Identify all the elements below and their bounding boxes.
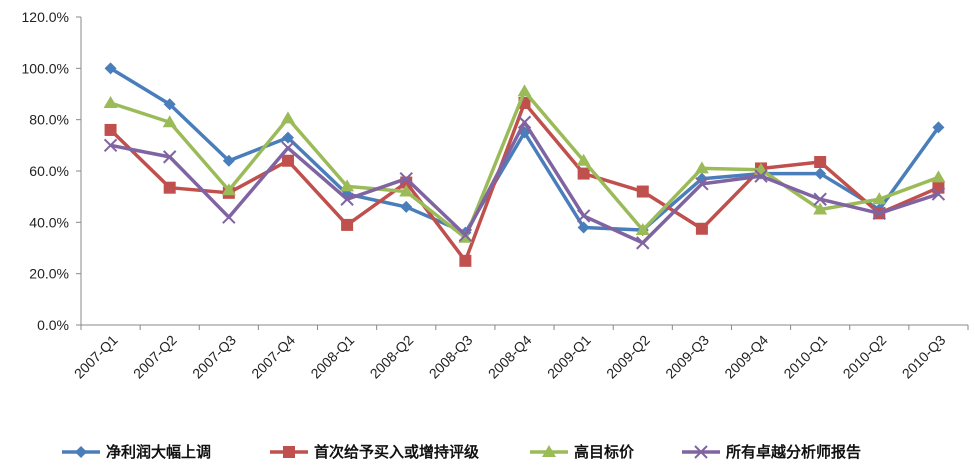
data-point <box>694 161 709 174</box>
y-tick-label: 0.0% <box>37 317 69 333</box>
x-tick-label: 2007-Q4 <box>248 332 298 382</box>
data-point <box>813 192 827 206</box>
data-point <box>104 62 117 75</box>
y-tick-label: 60.0% <box>29 163 69 179</box>
legend-item: 首次给予买入或增持评级 <box>270 443 480 461</box>
data-point <box>280 111 295 124</box>
data-point <box>221 183 236 196</box>
data-point <box>576 153 591 166</box>
x-tick-label: 2010-Q3 <box>899 332 949 382</box>
data-point <box>103 138 118 153</box>
data-point <box>577 167 590 180</box>
data-point <box>931 187 946 201</box>
data-point <box>932 121 945 134</box>
x-tick-label: 2010-Q2 <box>840 332 890 382</box>
legend-item: 高目标价 <box>530 443 635 461</box>
data-point <box>931 170 946 183</box>
data-point <box>340 192 354 206</box>
data-point <box>222 154 235 167</box>
x-tick-label: 2009-Q1 <box>544 332 594 382</box>
y-tick-label: 120.0% <box>22 9 69 25</box>
x-tick-label: 2007-Q1 <box>71 332 121 382</box>
data-point <box>281 131 294 144</box>
legend: 净利润大幅上调 首次给予买入或增持评级 高目标价 所有卓越分析师报告 <box>62 443 861 461</box>
x-tick-label: 2010-Q1 <box>780 332 830 382</box>
legend-label: 首次给予买入或增持评级 <box>314 443 480 461</box>
data-point <box>872 192 887 205</box>
data-point <box>542 445 556 457</box>
y-tick-label: 80.0% <box>29 112 69 128</box>
x-axis: 2007-Q1 2007-Q2 2007-Q3 2007-Q4 2008-Q1 2008-… <box>71 324 969 382</box>
legend-label: 净利润大幅上调 <box>106 443 211 461</box>
data-point <box>814 167 827 180</box>
x-tick-label: 2007-Q2 <box>130 332 180 382</box>
y-tick-label: 100.0% <box>22 60 69 76</box>
data-point <box>400 200 413 213</box>
data-point <box>104 123 117 136</box>
legend-label: 高目标价 <box>574 443 635 461</box>
data-point <box>162 150 177 164</box>
plot-series <box>103 62 946 267</box>
data-point <box>459 254 472 267</box>
data-point <box>577 221 590 234</box>
data-point <box>458 228 473 242</box>
x-tick-label: 2008-Q2 <box>367 332 417 382</box>
data-point <box>399 171 413 186</box>
x-tick-label: 2009-Q2 <box>603 332 653 382</box>
data-point <box>517 115 532 129</box>
data-point <box>695 177 709 191</box>
legend-item: 净利润大幅上调 <box>62 443 211 461</box>
data-point <box>754 169 768 183</box>
data-point <box>813 202 828 215</box>
data-point <box>814 156 827 169</box>
series-3 <box>103 115 946 250</box>
y-tick-label: 40.0% <box>29 214 69 230</box>
data-point <box>163 98 176 111</box>
x-tick-label: 2007-Q3 <box>189 332 239 382</box>
x-tick-label: 2009-Q3 <box>662 332 712 382</box>
data-point <box>222 210 236 224</box>
x-tick-label: 2008-Q4 <box>485 332 535 382</box>
legend-item: 所有卓越分析师报告 <box>682 443 861 461</box>
data-point <box>517 84 532 97</box>
y-tick-label: 20.0% <box>29 266 69 282</box>
data-point <box>283 446 295 458</box>
x-tick-label: 2008-Q1 <box>307 332 357 382</box>
data-point <box>932 181 945 194</box>
data-point <box>872 206 887 221</box>
data-point <box>399 184 414 197</box>
data-point <box>162 115 177 128</box>
data-point <box>163 181 176 194</box>
data-point <box>103 95 118 108</box>
data-point <box>694 445 708 459</box>
data-point <box>281 141 295 155</box>
x-tick-label: 2009-Q4 <box>721 332 771 382</box>
y-axis: 0.0% 20.0% 40.0% 60.0% 80.0% 100.0% 120.0% <box>22 9 82 333</box>
data-point <box>695 222 708 235</box>
data-point <box>636 185 649 198</box>
data-point <box>636 236 650 250</box>
data-point <box>281 154 294 167</box>
data-point <box>635 223 650 236</box>
x-tick-label: 2008-Q3 <box>426 332 476 382</box>
data-point <box>75 446 87 458</box>
data-point <box>576 209 591 223</box>
data-point <box>341 218 354 231</box>
legend-label: 所有卓越分析师报告 <box>726 443 861 461</box>
data-point <box>340 179 355 192</box>
